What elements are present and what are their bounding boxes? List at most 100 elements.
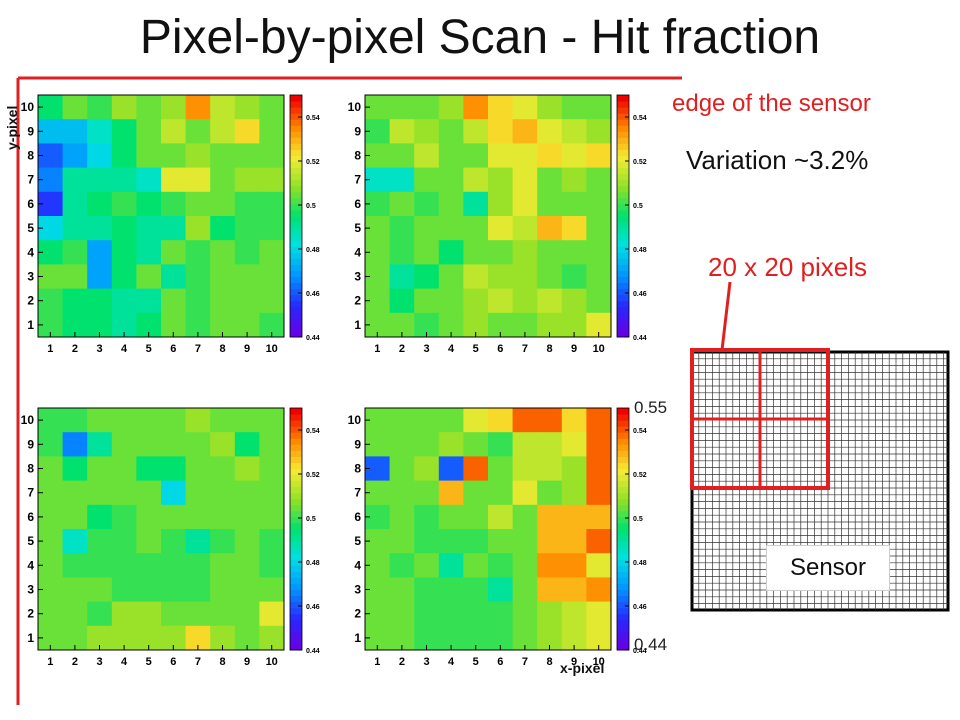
heatmap-cell-0-r5-c7: [210, 216, 236, 241]
colorbar-segment: [617, 149, 629, 156]
heatmap-cell-2-r8-c4: [136, 601, 162, 627]
heatmap-cell-3-r0-c5: [488, 408, 514, 433]
heatmap-cell-2-r0-c7: [210, 408, 236, 433]
x-tick-label: 5: [473, 656, 479, 668]
colorbar-segment: [617, 324, 629, 332]
colorbar-segment: [617, 173, 629, 181]
y-tick-label: 6: [27, 197, 34, 211]
y-tick-label: 3: [27, 583, 34, 597]
heatmap-cell-1-r2-c8: [561, 143, 587, 169]
colorbar-segment: [617, 294, 629, 302]
heatmap-cell-0-r1-c5: [161, 119, 187, 144]
heatmap-cell-1-r2-c9: [586, 143, 612, 169]
colorbar-segment: [290, 529, 302, 536]
heatmap-cell-3-r4-c6: [512, 504, 538, 530]
x-tick-label: 9: [571, 343, 577, 355]
heatmap-cell-1-r6-c5: [488, 240, 514, 265]
colorbar-segment: [290, 504, 302, 512]
heatmap-cell-2-r6-c6: [185, 553, 211, 578]
heatmap-cell-0-r4-c2: [87, 191, 113, 217]
heatmap-cell-2-r0-c1: [62, 408, 88, 433]
heatmap-cell-3-r4-c5: [488, 504, 514, 530]
colorbar-segment: [617, 179, 629, 187]
y-tick-label: 3: [27, 270, 34, 284]
heatmap-cell-1-r7-c9: [586, 264, 612, 290]
x-tick-label: 4: [121, 343, 128, 355]
colorbar-segment: [290, 643, 302, 651]
heatmap-cell-0-r3-c6: [185, 167, 211, 193]
heatmap-cell-2-r1-c8: [234, 432, 260, 457]
heatmap-cell-3-r5-c4: [463, 529, 489, 554]
colorbar-segment: [290, 276, 302, 284]
heatmap-cell-1-r6-c6: [512, 240, 538, 265]
heatmap-cell-0-r7-c6: [185, 264, 211, 290]
heatmap-cell-0-r1-c3: [111, 119, 137, 144]
heatmap-cell-1-r0-c2: [414, 95, 440, 120]
colorbar-segment: [617, 161, 629, 169]
colorbar-segment: [617, 222, 629, 229]
heatmap-cell-2-r6-c3: [111, 553, 137, 578]
heatmap-cell-2-r3-c7: [210, 480, 236, 506]
colorbar-segment: [290, 444, 302, 451]
colorbar-segment: [617, 300, 629, 308]
heatmap-cell-2-r0-c2: [87, 408, 113, 433]
heatmap-cell-3-r1-c7: [537, 432, 563, 457]
heatmap-cell-1-r3-c1: [389, 167, 415, 193]
heatmap-cell-3-r5-c2: [414, 529, 440, 554]
heatmap-cell-2-r7-c4: [136, 577, 162, 603]
heatmap-cell-2-r7-c1: [62, 577, 88, 603]
heatmap-cell-0-r0-c3: [111, 95, 137, 120]
colorbar-segment: [617, 288, 629, 296]
heatmap-cell-1-r8-c5: [488, 288, 514, 314]
y-tick-label: 10: [348, 100, 362, 114]
heatmap-cell-1-r8-c1: [389, 288, 415, 314]
heatmap-cell-1-r2-c6: [512, 143, 538, 169]
heatmap-cell-2-r0-c3: [111, 408, 137, 433]
colorbar-segment: [290, 149, 302, 156]
heatmap-cell-3-r1-c5: [488, 432, 514, 457]
colorbar-segment: [290, 318, 302, 326]
heatmap-cell-1-r5-c3: [438, 216, 464, 241]
heatmap-cell-1-r4-c7: [537, 191, 563, 217]
x-tick-label: 1: [374, 656, 380, 668]
heatmap-panel-top-right: 1 2 3 4 5 6 7 8 9 10 1 2 3 4 5 6 7 8 9 10 0.44 0.46 0.48 0.5 0.5…: [348, 94, 647, 355]
colorbar-tick-label: 0.48: [633, 247, 647, 254]
heatmap-cell-3-r7-c9: [586, 577, 612, 603]
heatmap-cell-2-r3-c8: [234, 480, 260, 506]
heatmap-cell-2-r3-c6: [185, 480, 211, 506]
y-tick-label: 4: [27, 558, 34, 572]
colorbar-segment: [290, 492, 302, 500]
heatmap-cell-3-r5-c1: [389, 529, 415, 554]
y-tick-label: 9: [27, 437, 34, 451]
colorbar-segment: [617, 318, 629, 326]
heatmap-cell-1-r0-c6: [512, 95, 538, 120]
heatmap-cell-1-r1-c8: [561, 119, 587, 144]
heatmap-cell-0-r8-c5: [161, 288, 187, 314]
heatmap-cell-0-r8-c3: [111, 288, 137, 314]
colorbar-segment: [617, 450, 629, 457]
colorbar-segment: [290, 294, 302, 302]
x-tick-label: 5: [473, 343, 479, 355]
y-tick-label: 1: [354, 318, 361, 332]
colorbar-segment: [617, 462, 629, 469]
heatmap-cell-0-r2-c2: [87, 143, 113, 169]
heatmap-cell-3-r8-c2: [414, 601, 440, 627]
colorbar-tick-label: 0.5: [633, 203, 643, 210]
colorbar-segment: [290, 426, 302, 433]
colorbar-frame: [616, 94, 630, 338]
heatmap-cell-1-r3-c8: [561, 167, 587, 193]
heatmap-cell-2-r2-c2: [87, 456, 113, 482]
y-tick-label: 10: [21, 100, 35, 114]
pixels-pointer-line: [720, 281, 732, 351]
colorbar-segment: [290, 222, 302, 229]
heatmap-cell-0-r1-c8: [234, 119, 260, 144]
heatmap-cell-0-r4-c3: [111, 191, 137, 217]
colorbar-segment: [290, 498, 302, 506]
heatmap-cell-0-r3-c1: [62, 167, 88, 193]
heatmap-cell-0-r4-c1: [62, 191, 88, 217]
x-tick-label: 3: [96, 343, 102, 355]
y-tick-label: 1: [354, 631, 361, 645]
heatmap-cell-0-r0-c6: [185, 95, 211, 120]
x-tick-label: 8: [219, 343, 225, 355]
colorbar-tick-label: 0.5: [633, 516, 643, 523]
